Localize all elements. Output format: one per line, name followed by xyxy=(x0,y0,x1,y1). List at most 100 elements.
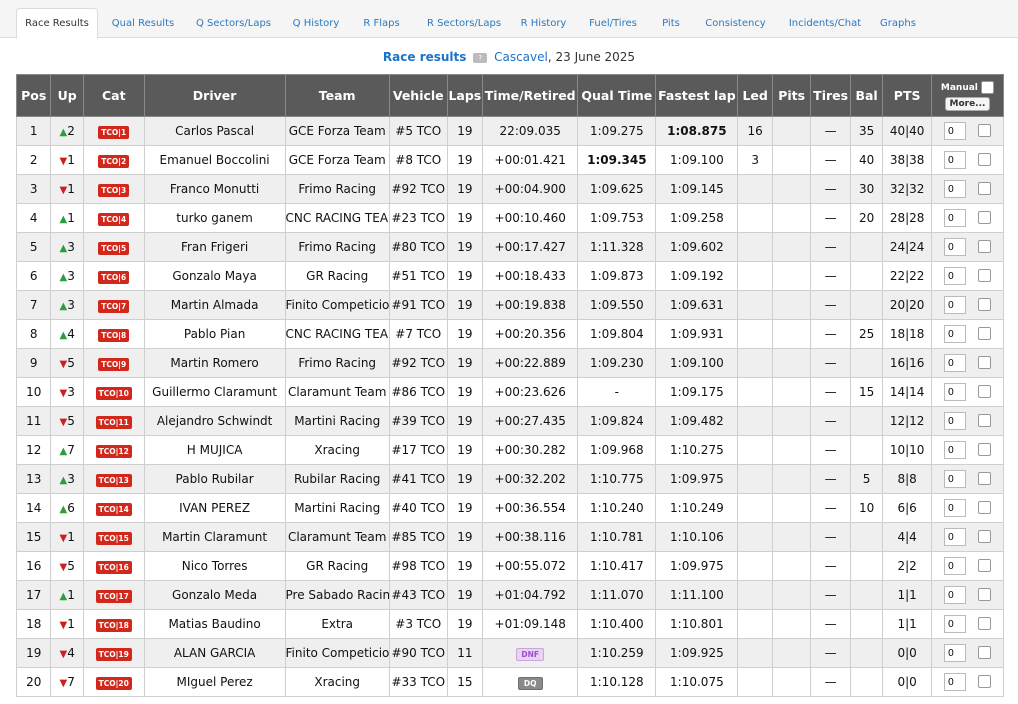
manual-checkbox[interactable] xyxy=(977,297,991,311)
driver-name[interactable]: Gonzalo Meda xyxy=(143,580,286,610)
header-team[interactable]: Team xyxy=(284,74,390,117)
manual-checkbox[interactable] xyxy=(977,326,991,340)
manual-points-input[interactable] xyxy=(944,180,967,198)
tab-bar: Race Results Qual Results Q Sectors/Laps Q … xyxy=(0,0,1018,39)
tab-r-history[interactable]: R History xyxy=(520,17,567,29)
manual-points-input[interactable] xyxy=(944,296,967,314)
driver-name[interactable]: Martin Romero xyxy=(143,348,286,378)
manual-points-input[interactable] xyxy=(944,325,967,343)
driver-name[interactable]: Martin Claramunt xyxy=(143,522,286,552)
category-badge: TCO|19 xyxy=(95,647,132,661)
manual-checkbox[interactable] xyxy=(977,674,991,688)
manual-checkbox[interactable] xyxy=(977,239,991,253)
tab-r-flaps[interactable]: R Flaps xyxy=(363,17,400,29)
manual-points-input[interactable] xyxy=(944,528,967,546)
finish-time: +01:04.792 xyxy=(494,588,566,602)
manual-points-input[interactable] xyxy=(944,267,967,285)
header-led[interactable]: Led xyxy=(737,74,773,117)
manual-checkbox[interactable] xyxy=(977,268,991,282)
tab-pits[interactable]: Pits xyxy=(662,17,680,29)
manual-checkbox[interactable] xyxy=(977,181,991,195)
header-manual: Manual More... xyxy=(930,74,1005,117)
manual-checkbox[interactable] xyxy=(977,558,991,572)
category-badge: TCO|16 xyxy=(95,560,132,574)
manual-points-input[interactable] xyxy=(944,615,967,633)
header-tires[interactable]: Tires xyxy=(810,74,851,117)
driver-name[interactable]: H MUJICA xyxy=(143,435,286,465)
manual-points-input[interactable] xyxy=(944,383,967,401)
manual-checkbox[interactable] xyxy=(977,355,991,369)
header-pts[interactable]: PTS xyxy=(882,74,932,117)
driver-name[interactable]: Fran Frigeri xyxy=(143,232,286,262)
manual-checkbox[interactable] xyxy=(977,152,991,166)
header-bal[interactable]: Bal xyxy=(849,74,884,117)
manual-points-input[interactable] xyxy=(944,209,967,227)
help-icon[interactable]: ? xyxy=(473,52,488,63)
manual-points-input[interactable] xyxy=(944,441,967,459)
driver-name[interactable]: Pablo Rubilar xyxy=(143,464,286,494)
driver-name[interactable]: Nico Torres xyxy=(143,551,286,581)
header-qual[interactable]: Qual Time xyxy=(577,74,657,117)
manual-points-input[interactable] xyxy=(944,644,967,662)
tab-graphs[interactable]: Graphs xyxy=(880,17,916,29)
tab-r-sectors-laps[interactable]: R Sectors/Laps xyxy=(426,17,502,29)
tab-consistency[interactable]: Consistency xyxy=(705,17,766,29)
manual-points-input[interactable] xyxy=(944,412,967,430)
tab-q-history[interactable]: Q History xyxy=(292,17,340,29)
header-up[interactable]: Up xyxy=(50,74,84,117)
header-fastest[interactable]: Fastest lap xyxy=(655,74,739,117)
manual-checkbox[interactable] xyxy=(977,471,991,485)
tab-incidents-chat[interactable]: Incidents/Chat xyxy=(788,17,862,29)
driver-name[interactable]: Pablo Pian xyxy=(143,319,286,349)
driver-name[interactable]: Matias Baudino xyxy=(143,609,286,639)
tab-race-results[interactable]: Race Results xyxy=(16,8,98,39)
tab-q-sectors-laps[interactable]: Q Sectors/Laps xyxy=(195,17,272,29)
header-vehicle[interactable]: Vehicle xyxy=(388,74,448,117)
track-link[interactable]: Cascavel xyxy=(494,50,548,64)
header-cat[interactable]: Cat xyxy=(82,74,145,117)
manual-points-input[interactable] xyxy=(944,470,967,488)
driver-name[interactable]: Carlos Pascal xyxy=(143,116,286,146)
manual-points-input[interactable] xyxy=(944,151,967,169)
driver-name[interactable]: Alejandro Schwindt xyxy=(143,406,286,436)
manual-checkbox[interactable] xyxy=(977,645,991,659)
manual-points-input[interactable] xyxy=(944,557,967,575)
manual-checkbox[interactable] xyxy=(977,500,991,514)
manual-points-input[interactable] xyxy=(944,499,967,517)
manual-checkbox[interactable] xyxy=(977,442,991,456)
tab-fuel-tires[interactable]: Fuel/Tires xyxy=(589,17,637,29)
manual-points-input[interactable] xyxy=(944,238,967,256)
header-driver[interactable]: Driver xyxy=(143,74,286,117)
manual-checkbox[interactable] xyxy=(977,587,991,601)
manual-checkbox[interactable] xyxy=(977,384,991,398)
driver-name[interactable]: Emanuel Boccolini xyxy=(143,145,286,175)
manual-checkbox[interactable] xyxy=(977,123,991,137)
more-button[interactable]: More... xyxy=(944,96,991,111)
laps: 19 xyxy=(446,551,484,581)
fastest-lap: 1:09.175 xyxy=(655,377,739,407)
team-name: Frimo Racing xyxy=(284,232,390,262)
header-pos[interactable]: Pos xyxy=(15,74,52,117)
driver-name[interactable]: MIguel Perez xyxy=(143,667,286,697)
header-time[interactable]: Time/Retired xyxy=(482,74,579,117)
driver-name[interactable]: Guillermo Claramunt xyxy=(143,377,286,407)
driver-name[interactable]: turko ganem xyxy=(143,203,286,233)
driver-name[interactable]: Martin Almada xyxy=(143,290,286,320)
driver-name[interactable]: IVAN PEREZ xyxy=(143,493,286,523)
manual-cell xyxy=(930,203,1005,233)
manual-checkbox[interactable] xyxy=(977,616,991,630)
manual-points-input[interactable] xyxy=(944,122,967,140)
driver-name[interactable]: Franco Monutti xyxy=(143,174,286,204)
manual-checkbox[interactable] xyxy=(977,413,991,427)
manual-checkbox[interactable] xyxy=(977,529,991,543)
driver-name[interactable]: ALAN GARCIA xyxy=(143,638,286,668)
manual-points-input[interactable] xyxy=(944,586,967,604)
manual-points-input[interactable] xyxy=(944,673,967,691)
header-pits[interactable]: Pits xyxy=(771,74,812,117)
tab-qual-results[interactable]: Qual Results xyxy=(111,17,175,29)
manual-all-checkbox[interactable] xyxy=(981,80,995,94)
header-laps[interactable]: Laps xyxy=(446,74,484,117)
manual-points-input[interactable] xyxy=(944,354,967,372)
driver-name[interactable]: Gonzalo Maya xyxy=(143,261,286,291)
manual-checkbox[interactable] xyxy=(977,210,991,224)
